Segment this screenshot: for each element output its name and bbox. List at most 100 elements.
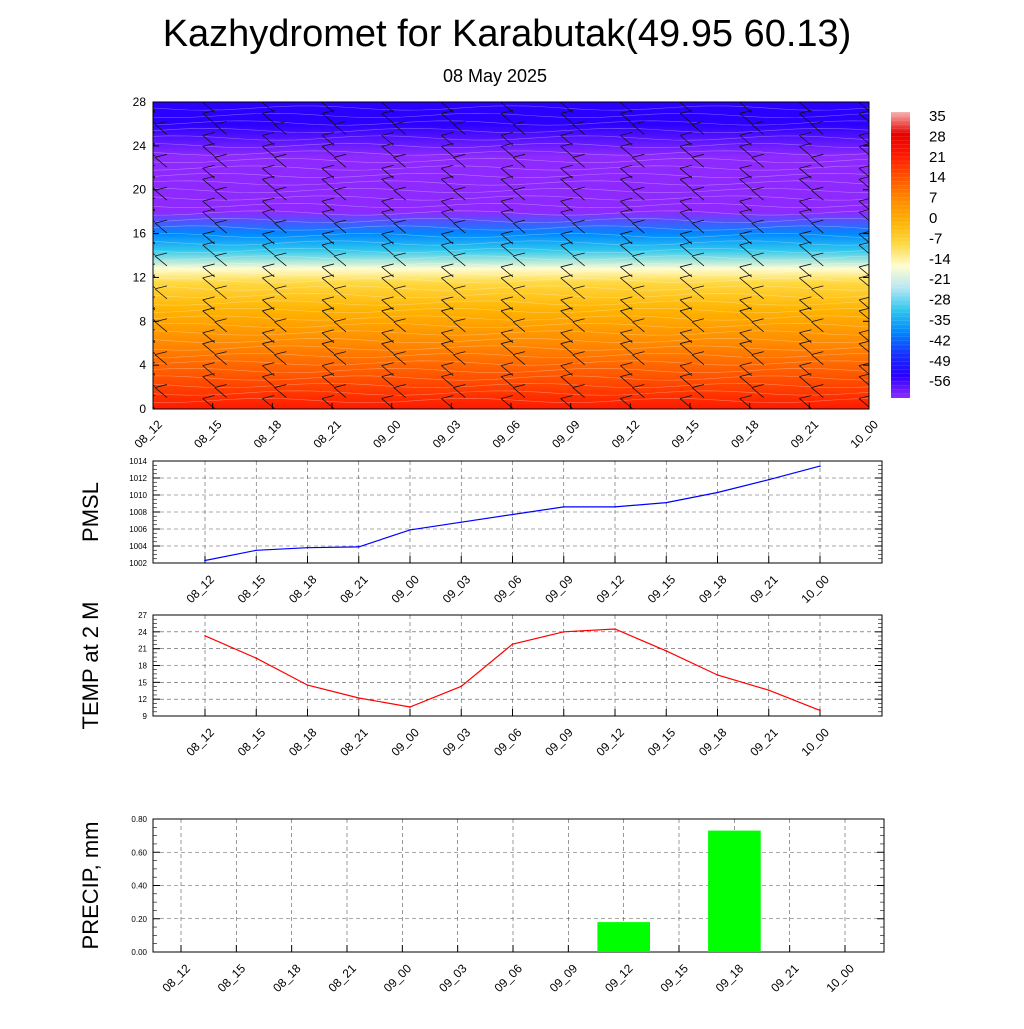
temp-point (460, 685, 463, 688)
wind-barbs (153, 102, 883, 409)
wind-barb (572, 153, 585, 168)
wind-barb (262, 296, 275, 311)
wind-barb (381, 102, 394, 113)
wind-barb (393, 384, 406, 398)
wind-barb (381, 230, 394, 245)
wind-barb (739, 164, 752, 179)
contour-line (153, 225, 869, 231)
wind-barb (739, 230, 752, 245)
wind-barb (739, 329, 752, 344)
wind-barb (321, 102, 335, 113)
wind-barb (858, 340, 869, 353)
wind-barb (262, 230, 275, 245)
wind-barb (262, 362, 275, 376)
x-tick-label: 09_09 (547, 961, 581, 995)
wind-barb (560, 296, 573, 311)
wind-barb (274, 121, 287, 135)
x-tick-label: 09_21 (788, 417, 822, 451)
contour-line (153, 322, 869, 329)
y-axis-label: PRECIP, mm (78, 822, 103, 950)
wind-barb (620, 164, 633, 179)
wind-barb (441, 263, 454, 278)
colorbar-label: -7 (929, 230, 942, 247)
wind-barb (751, 186, 764, 201)
colorbar-label: 28 (929, 128, 946, 145)
wind-barb (751, 384, 764, 398)
wind-barb (500, 102, 514, 113)
wind-barb (679, 296, 693, 311)
wind-barb (799, 362, 812, 376)
wind-barb (560, 197, 573, 212)
wind-barb (620, 263, 633, 278)
wind-barb (751, 121, 764, 135)
wind-barb (871, 253, 883, 266)
pmsl-point (767, 478, 770, 481)
wind-barb (262, 197, 275, 212)
contour-line (153, 210, 869, 216)
wind-barb (858, 307, 869, 320)
contour-line (153, 157, 869, 164)
contour-line (153, 105, 869, 111)
wind-barb (512, 186, 526, 201)
wind-barb (572, 219, 585, 234)
x-tick-label: 09_21 (768, 961, 802, 995)
y-tick-label: 0.40 (131, 882, 147, 891)
wind-barb (799, 131, 812, 146)
wind-barb (453, 186, 466, 201)
wind-barb (620, 102, 633, 113)
x-tick-label: 08_15 (235, 572, 269, 606)
wind-barb (858, 329, 869, 342)
temp-point (511, 643, 514, 645)
wind-barb (214, 219, 227, 234)
wind-barb (620, 329, 633, 344)
x-tick-label: 09_03 (440, 572, 474, 606)
temp-point (562, 631, 565, 633)
colorbar-label: -14 (929, 251, 951, 268)
wind-barb (393, 318, 406, 333)
wind-barb (274, 153, 287, 168)
x-tick-label: 09_21 (747, 725, 781, 759)
wind-barb (632, 252, 645, 267)
wind-barb (739, 263, 752, 278)
wind-barb (858, 264, 869, 276)
wind-barb (691, 384, 705, 398)
wind-barb (441, 197, 454, 212)
wind-barb (739, 197, 752, 212)
colorbar-label: 0 (929, 210, 937, 227)
wind-barb (512, 318, 526, 333)
y-tick-label: 9 (143, 712, 148, 721)
panel-frame (152, 818, 885, 953)
panel-frame (152, 460, 883, 564)
wind-barb (154, 121, 168, 135)
wind-barb (572, 384, 585, 398)
x-tick-label: 09_12 (593, 725, 627, 759)
wind-barb (321, 329, 335, 344)
wind-barb (500, 197, 514, 212)
pmsl-point (357, 546, 360, 548)
wind-barb (858, 274, 869, 287)
temp-point (716, 674, 719, 676)
x-tick-label: 09_00 (370, 417, 404, 451)
wind-barb (632, 121, 645, 135)
wind-barb (274, 318, 287, 333)
wind-barb (572, 318, 585, 333)
chart-subtitle: 08 May 2025 (443, 66, 547, 86)
wind-barb (572, 252, 585, 267)
y-tick-label: 24 (138, 628, 147, 637)
wind-barb (453, 153, 466, 168)
wind-barb (202, 197, 215, 212)
wind-barb (453, 252, 466, 267)
wind-barb (799, 329, 812, 344)
x-tick-label: 09_18 (696, 572, 730, 606)
wind-barb (154, 219, 168, 234)
wind-barb (811, 153, 824, 168)
wind-barb (393, 252, 406, 267)
wind-barb (572, 351, 585, 365)
wind-barb (560, 362, 573, 376)
wind-barb (202, 329, 215, 344)
y-tick-label: 0.80 (131, 815, 147, 824)
pmsl-point (511, 513, 514, 516)
contour-line (153, 300, 869, 306)
wind-barb (333, 186, 347, 201)
